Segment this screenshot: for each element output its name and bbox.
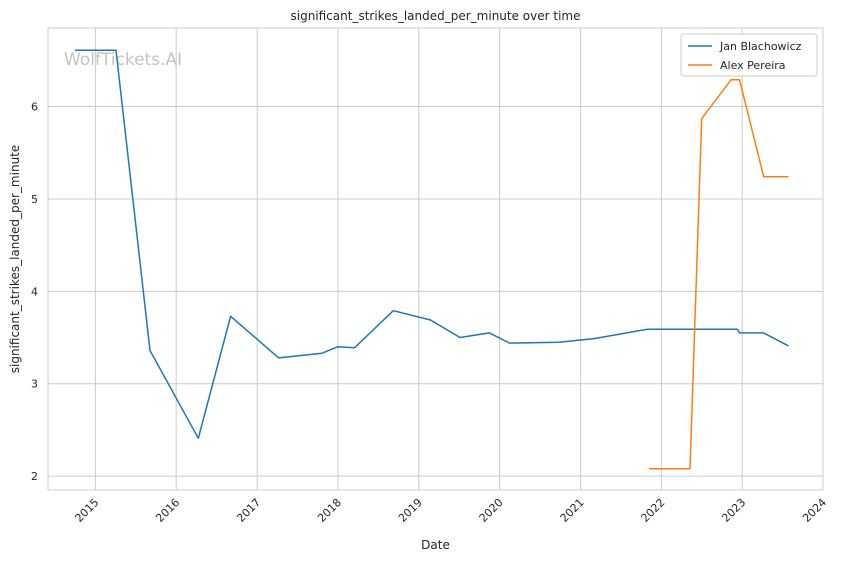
y-tick-labels: 2 3 4 5 6	[31, 101, 38, 484]
series-layer	[75, 49, 789, 470]
y-axis-title: significant_strikes_landed_per_minute	[8, 145, 22, 374]
x-tick-label: 2021	[558, 496, 587, 525]
x-tick-label: 2020	[477, 496, 506, 525]
grid-lines	[48, 28, 824, 490]
legend-label-jan-blachowicz: Jan Blachowicz	[719, 40, 802, 53]
x-tick-label: 2024	[800, 496, 829, 525]
y-tick-label: 6	[31, 101, 38, 114]
x-tick-labels: 2015 2016 2017 2018 2019 2020 2021 2022 2023 2024	[73, 496, 830, 525]
x-tick-label: 2019	[396, 496, 425, 525]
y-tick-label: 5	[31, 193, 38, 206]
x-axis-title: Date	[421, 538, 450, 552]
legend: Jan Blachowicz Alex Pereira	[680, 33, 818, 77]
y-tick-label: 2	[31, 470, 38, 483]
x-tick-label: 2015	[73, 496, 102, 525]
series-line-0	[75, 49, 789, 440]
watermark-text: WolfTickets.AI	[64, 50, 182, 70]
series-line-1	[649, 78, 789, 470]
legend-box	[680, 33, 818, 77]
x-tick-label: 2023	[719, 496, 748, 525]
x-tick-label: 2022	[639, 496, 668, 525]
plot-background	[48, 28, 823, 490]
x-tick-label: 2018	[315, 496, 344, 525]
y-tick-label: 4	[31, 285, 38, 298]
x-tick-label: 2016	[153, 496, 182, 525]
chart-title: significant_strikes_landed_per_minute ov…	[290, 9, 580, 23]
x-tick-label: 2017	[234, 496, 263, 525]
plot-frame	[47, 27, 824, 491]
legend-label-alex-pereira: Alex Pereira	[720, 59, 786, 72]
y-tick-label: 3	[31, 378, 38, 391]
